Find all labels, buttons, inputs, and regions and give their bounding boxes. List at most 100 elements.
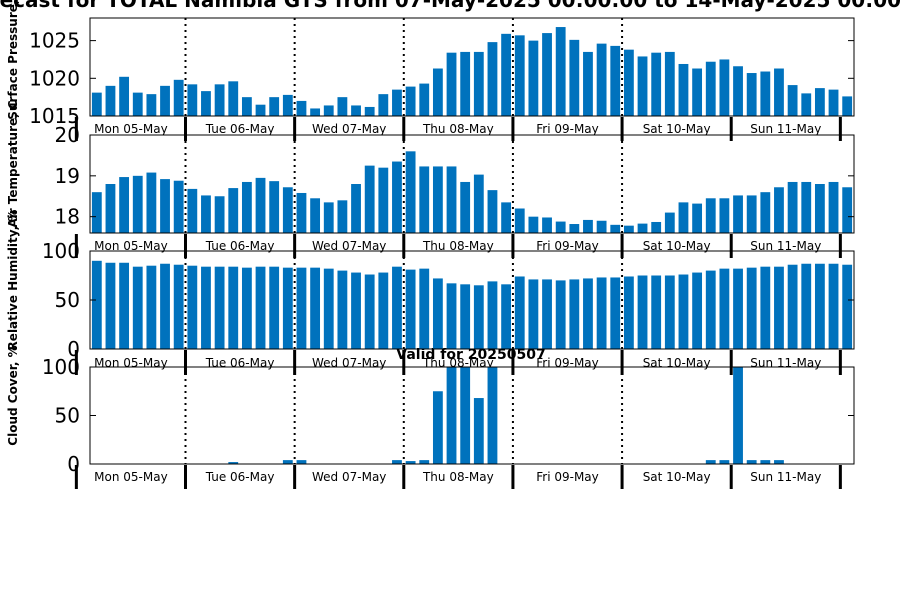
bar [228,462,239,464]
bar [623,49,634,116]
x-tick-label: Wed 07-May [312,122,386,136]
x-tick-label: Fri 09-May [536,239,599,253]
chart-subtitle: Valid for 20250507 [396,347,545,363]
bar [405,461,416,464]
y-tick-label: 1015 [29,104,80,128]
y-axis-label: Surface Pressure, mb [6,0,20,120]
y-axis-label: Air Temperature, C [6,100,20,228]
bar [542,33,552,116]
bar [610,277,621,349]
bar [473,285,484,349]
bar [719,460,730,464]
bar [692,203,703,233]
bar [828,89,839,116]
bar [214,196,225,233]
bar [705,198,716,233]
bar [801,263,812,349]
bar [774,187,784,233]
y-tick-label: 18 [55,205,80,229]
bar [528,216,539,233]
bar [296,100,307,116]
bar [364,274,375,349]
x-tick-label: Sun 11-May [750,122,821,136]
bar [501,202,512,233]
x-tick-label: Wed 07-May [312,470,386,484]
bar [132,175,143,233]
x-tick-label: Fri 09-May [536,356,599,370]
y-tick-label: 20 [55,123,80,147]
x-tick-label: Mon 05-May [94,470,168,484]
bar [255,266,266,349]
x-tick-label: Sun 11-May [750,470,821,484]
bar [787,85,798,116]
bar [201,91,211,116]
bar [214,84,225,116]
bar [774,266,784,349]
bar [146,172,157,233]
bar [814,184,825,233]
axes-frame [89,17,855,117]
bar [596,43,607,116]
bar [651,275,662,349]
bar [105,262,116,349]
bar [214,266,225,349]
bar [105,85,116,116]
bar [501,284,512,349]
x-tick-label: Thu 08-May [422,470,494,484]
bar [446,52,457,116]
bar [692,68,703,116]
bar [746,73,757,116]
bar [487,281,498,349]
bar [419,166,430,233]
bar [733,195,743,233]
x-tick-label: Tue 06-May [205,239,275,253]
axes-frame [89,134,855,234]
bar-series-relative-humidity [91,260,853,349]
bar [187,265,198,349]
chart-title: Forecast for TOTAL Namibia GTS from 07-M… [0,0,900,12]
bar-series-cloud-cover [228,367,784,464]
bar [814,263,825,349]
bar [132,92,143,116]
x-tick-label: Fri 09-May [536,470,599,484]
bar [801,93,812,116]
bar [282,460,293,464]
bar [269,97,280,116]
bar [487,367,498,464]
bar [569,224,580,233]
bar [405,269,416,349]
bar [814,88,825,116]
bar [296,460,307,464]
bar [842,187,853,233]
bar [842,264,853,349]
x-tick-label: Mon 05-May [94,239,168,253]
bar [160,263,170,349]
bar [460,367,471,464]
bar [378,167,389,233]
bar [528,40,539,116]
bar [460,284,471,349]
bar [774,460,784,464]
bar [119,177,130,233]
bar [282,94,293,116]
bar [596,220,607,233]
bar [542,217,552,233]
bar [282,267,293,349]
bar [555,280,566,349]
x-tick-label: Mon 05-May [94,356,168,370]
bar [323,105,334,116]
bar [160,179,170,233]
x-tick-label: Sat 10-May [643,239,711,253]
bar [269,181,280,233]
bar [419,83,430,116]
bar [651,221,662,233]
bar [364,165,375,233]
x-tick-label: Thu 08-May [422,239,494,253]
bar [514,35,525,116]
bar [310,108,321,116]
x-tick-label: Thu 08-May [422,122,494,136]
x-tick-label: Tue 06-May [205,122,275,136]
bar [310,198,321,233]
bar [351,105,361,116]
bar [119,262,130,349]
